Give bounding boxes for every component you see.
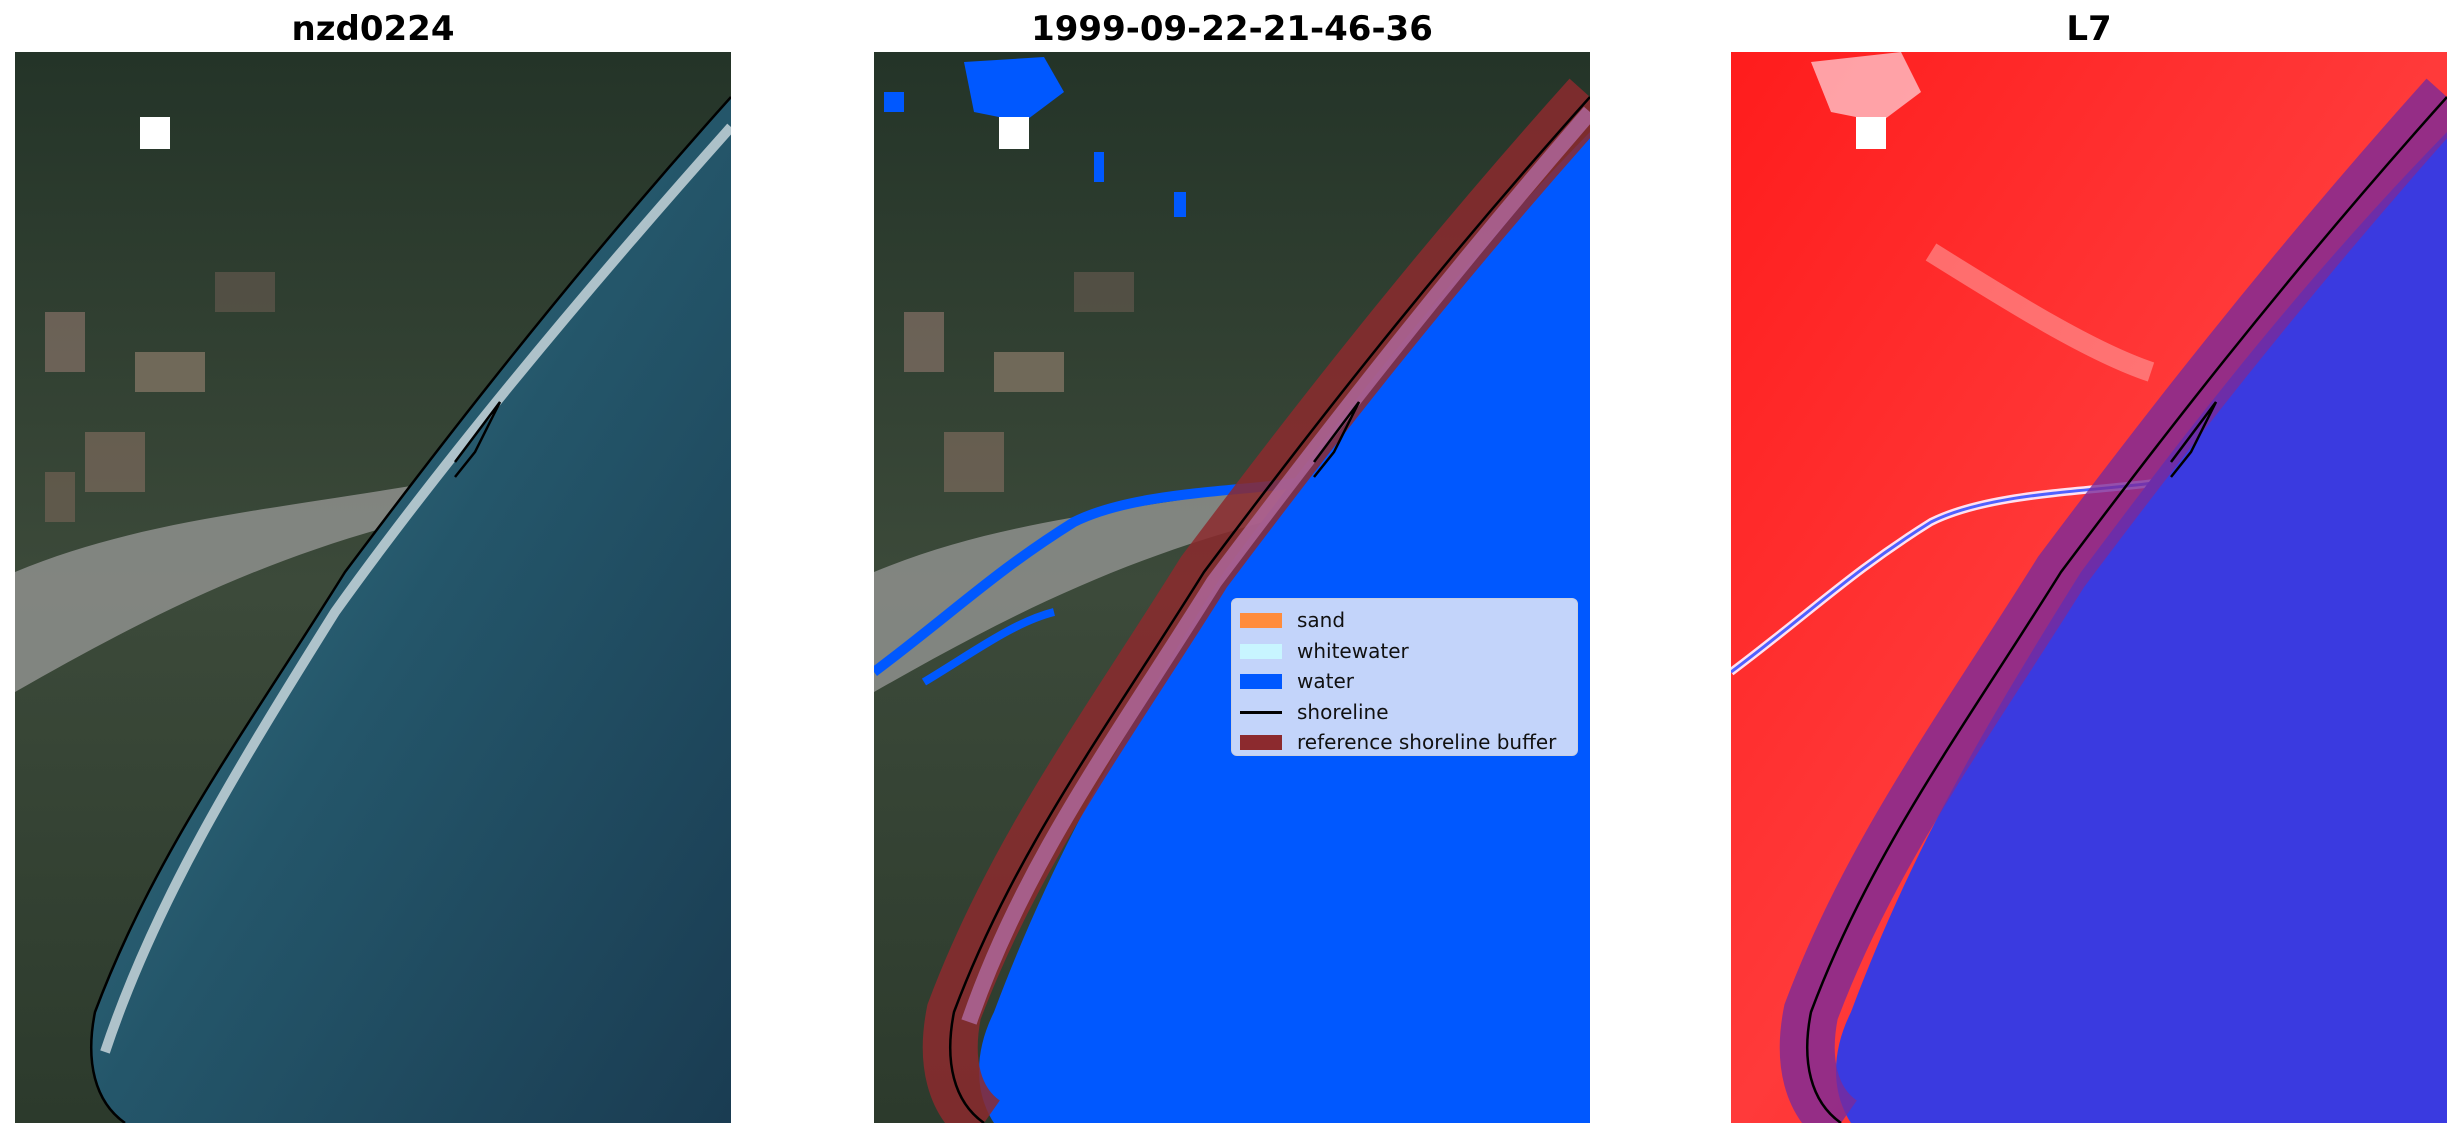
legend-label: water — [1297, 669, 1354, 693]
legend-item-water: water — [1232, 666, 1577, 697]
panel-title-l7: L7 — [2066, 9, 2112, 49]
sand-swatch — [1240, 613, 1282, 628]
rgb-satellite-image — [15, 52, 731, 1123]
l7-image-panel — [1731, 52, 2447, 1123]
legend-item-sand: sand — [1232, 605, 1577, 636]
legend: sand whitewater water shoreline referenc… — [1231, 598, 1578, 756]
legend-label: sand — [1297, 608, 1346, 632]
legend-item-reference-shoreline-buffer: reference shoreline buffer — [1232, 727, 1577, 758]
legend-label: whitewater — [1297, 638, 1409, 663]
legend-label: reference shoreline buffer — [1297, 730, 1557, 754]
legend-item-whitewater: whitewater — [1232, 636, 1577, 667]
legend-label: shoreline — [1297, 699, 1389, 724]
legend-item-shoreline: shoreline — [1232, 697, 1577, 728]
rgb-image-panel — [15, 52, 731, 1123]
shoreline-swatch — [1240, 710, 1282, 714]
classified-image — [874, 52, 1590, 1123]
panel-title-rgb: nzd0224 — [291, 9, 455, 49]
whitewater-swatch — [1240, 643, 1282, 659]
buffer-swatch — [1240, 735, 1282, 750]
panel-title-classified: 1999-09-22-21-46-36 — [1031, 9, 1433, 49]
classified-image-panel — [874, 52, 1590, 1123]
water-swatch — [1240, 674, 1282, 689]
l7-infrared-image — [1731, 52, 2447, 1123]
